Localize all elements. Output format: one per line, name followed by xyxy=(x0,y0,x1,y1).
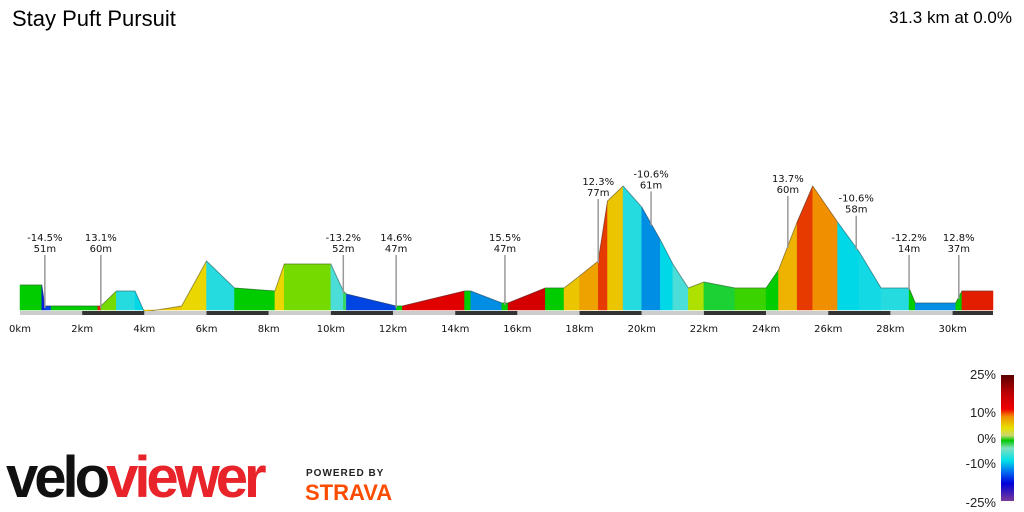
legend-label: -10% xyxy=(965,456,996,471)
profile-segment xyxy=(283,263,332,311)
strava-logo: STRAVA xyxy=(305,480,393,505)
profile-segment xyxy=(470,290,503,311)
annotation-grade: -12.2% xyxy=(891,233,926,244)
annotation-grade: 14.6% xyxy=(380,233,412,244)
annotation-elevation: 61m xyxy=(640,181,662,192)
annotation-grade: -13.2% xyxy=(326,233,361,244)
x-tick-label: 10km xyxy=(317,324,345,335)
profile-segment xyxy=(961,290,994,311)
profile-segment xyxy=(19,284,43,311)
profile-segment xyxy=(607,185,624,311)
x-tick-label: 4km xyxy=(133,324,155,335)
annotation-grade: -14.5% xyxy=(27,233,62,244)
annotation-grade: 12.8% xyxy=(943,233,975,244)
distance-bar-segment xyxy=(641,311,704,315)
profile-segment xyxy=(880,287,910,311)
profile-segment xyxy=(50,305,98,311)
annotation-elevation: 47m xyxy=(385,244,407,255)
profile-segment xyxy=(703,281,736,311)
gradient-legend-bar xyxy=(1001,375,1014,501)
distance-bar-segment xyxy=(82,311,145,315)
distance-bar-segment xyxy=(455,311,518,315)
annotation-grade: 15.5% xyxy=(489,233,521,244)
profile-segment xyxy=(563,275,580,311)
distance-bar-segment xyxy=(828,311,891,315)
legend-label: 25% xyxy=(969,367,996,382)
profile-segment xyxy=(507,287,546,311)
profile-segment xyxy=(915,302,956,311)
distance-bar-segment xyxy=(206,311,269,315)
distance-bar-segment xyxy=(952,311,993,315)
elevation-profile-chart: 0km 2km 4km 6km 8km 10km 12km 14km 16km 18km 20km 2… xyxy=(9,170,994,335)
profile-segment xyxy=(116,290,136,311)
distance-bar-segment xyxy=(144,311,207,315)
annotation-grade: 13.7% xyxy=(772,174,804,185)
profile-segment xyxy=(234,287,276,311)
distance-bar-segment xyxy=(330,311,394,315)
profile-segment xyxy=(545,287,565,311)
distance-bar-segment xyxy=(20,311,83,315)
veloviewer-logo: veloviewer xyxy=(6,445,267,510)
profile-segment xyxy=(395,305,403,311)
x-tick-label: 20km xyxy=(628,324,656,335)
distance-bar-segment xyxy=(268,311,331,315)
profile-segment xyxy=(464,290,472,311)
profile-segment xyxy=(206,260,235,311)
annotation-grade: -10.6% xyxy=(839,194,874,205)
profile-segment xyxy=(402,290,465,311)
profile-segment xyxy=(672,263,689,311)
legend-label: -25% xyxy=(965,495,996,510)
annotation-elevation: 47m xyxy=(494,244,516,255)
route-title: Stay Puft Pursuit xyxy=(12,6,176,31)
profile-segment xyxy=(44,305,52,311)
x-tick-label: 26km xyxy=(814,324,842,335)
annotation-elevation: 60m xyxy=(777,185,799,196)
x-tick-label: 2km xyxy=(71,324,93,335)
annotation-elevation: 51m xyxy=(34,244,56,255)
annotation-grade: 12.3% xyxy=(582,177,614,188)
x-tick-label: 0km xyxy=(9,324,31,335)
annotation-elevation: 58m xyxy=(845,205,867,216)
annotation-elevation: 37m xyxy=(948,244,970,255)
x-tick-label: 18km xyxy=(565,324,593,335)
profile-segment xyxy=(688,281,705,311)
annotation-elevation: 60m xyxy=(90,244,112,255)
annotation-elevation: 77m xyxy=(587,188,609,199)
distance-bar-segment xyxy=(579,311,642,315)
x-tick-label: 30km xyxy=(938,324,966,335)
distance-bar-segment xyxy=(766,311,829,315)
x-tick-label: 16km xyxy=(503,324,531,335)
distance-bar-segment xyxy=(517,311,580,315)
x-tick-label: 14km xyxy=(441,324,469,335)
annotation-elevation: 52m xyxy=(332,244,354,255)
distance-bar-segment xyxy=(703,311,767,315)
x-tick-label: 6km xyxy=(196,324,218,335)
distance-bar-segment xyxy=(890,311,953,315)
route-summary: 31.3 km at 0.0% xyxy=(889,8,1012,27)
annotation-grade: 13.1% xyxy=(85,233,117,244)
profile-segment xyxy=(346,293,397,311)
profile-outline xyxy=(20,184,993,313)
profile-segment xyxy=(734,287,767,311)
x-tick-label: 24km xyxy=(752,324,780,335)
profile-segment xyxy=(660,239,674,311)
x-tick-label: 28km xyxy=(876,324,904,335)
legend-label: 0% xyxy=(977,431,996,446)
annotation-elevation: 14m xyxy=(898,244,920,255)
profile-segment xyxy=(597,200,608,311)
annotation-grade: -10.6% xyxy=(633,170,668,181)
x-tick-label: 8km xyxy=(258,324,280,335)
powered-by-text: POWERED BY xyxy=(306,468,385,479)
profile-segment xyxy=(859,251,882,311)
x-tick-label: 12km xyxy=(379,324,407,335)
distance-bar-segment xyxy=(393,311,456,315)
x-tick-label: 22km xyxy=(690,324,718,335)
profile-segment xyxy=(765,269,779,311)
legend-label: 10% xyxy=(969,405,996,420)
